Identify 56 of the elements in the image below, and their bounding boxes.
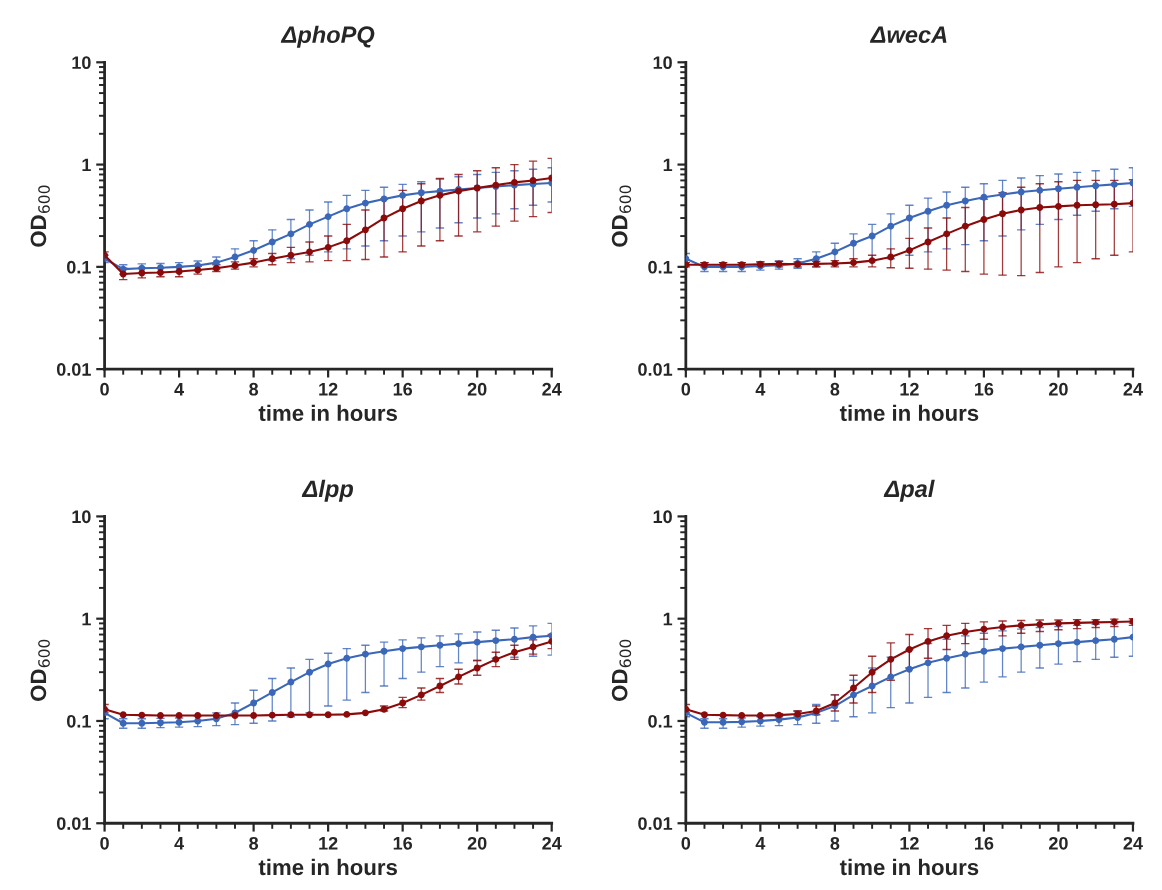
x-tick-label: 0 [100,836,109,850]
y-tick-label: 1 [663,158,673,172]
y-tick-label: 0.01 [56,363,91,376]
x-axis-title: time in hours [839,858,979,876]
y-tick-label: 0.1 [67,714,91,728]
y-axis-title: OD$_{600}$ [611,185,632,247]
y-tick-label: 10 [653,56,672,70]
x-tick-label: 12 [319,382,338,396]
y-tick-label: 10 [72,510,91,524]
y-tick-label: 0.1 [648,260,673,274]
x-tick-label: 4 [174,837,185,850]
y-tick-label: 0.01 [638,817,673,830]
x-tick-label: 0 [100,382,109,396]
y-tick-label: 1 [82,612,91,626]
x-tick-label: 12 [900,836,919,850]
x-tick-label: 4 [174,382,185,396]
y-tick-label: 0.1 [648,714,673,728]
x-tick-label: 0 [681,836,691,850]
chart-title: Δlpp [301,479,354,502]
y-tick-label: 0.01 [56,817,91,830]
x-tick-label: 20 [1049,836,1068,850]
chart-title: ΔwecA [869,26,947,44]
x-axis-title: time in hours [258,404,397,422]
x-tick-label: 24 [1123,836,1143,850]
chart-title: ΔphoPQ [280,25,375,48]
x-tick-label: 16 [975,382,994,396]
x-tick-label: 20 [467,382,487,396]
x-axis-title: time in hours [258,858,397,876]
chart-title: Δpal [883,479,935,502]
y-tick-label: 10 [72,56,91,70]
x-tick-label: 20 [1049,382,1068,396]
x-tick-label: 4 [755,382,766,396]
y-tick-label: 0.01 [638,363,673,376]
y-axis-title: OD$_{600}$ [611,639,632,701]
x-tick-label: 4 [755,837,766,850]
y-axis-title: OD$_{600}$ [30,639,50,701]
y-tick-label: 0.1 [67,260,91,274]
x-tick-label: 8 [830,836,840,850]
x-tick-label: 24 [542,836,562,850]
y-tick-label: 1 [663,612,673,626]
x-tick-label: 24 [1123,382,1143,396]
y-tick-label: 1 [82,158,91,172]
x-tick-label: 0 [681,382,691,396]
x-tick-label: 20 [467,836,487,850]
x-tick-label: 12 [900,382,919,396]
x-axis-title: time in hours [839,404,979,422]
x-tick-label: 8 [830,382,840,396]
x-tick-label: 24 [542,382,562,396]
y-axis-title: OD$_{600}$ [30,185,50,247]
x-tick-label: 12 [319,836,338,850]
x-tick-label: 8 [249,836,259,850]
x-tick-label: 16 [393,836,413,850]
x-tick-label: 16 [975,836,994,850]
x-tick-label: 16 [393,382,413,396]
y-tick-label: 10 [653,510,672,524]
x-tick-label: 8 [249,382,259,396]
